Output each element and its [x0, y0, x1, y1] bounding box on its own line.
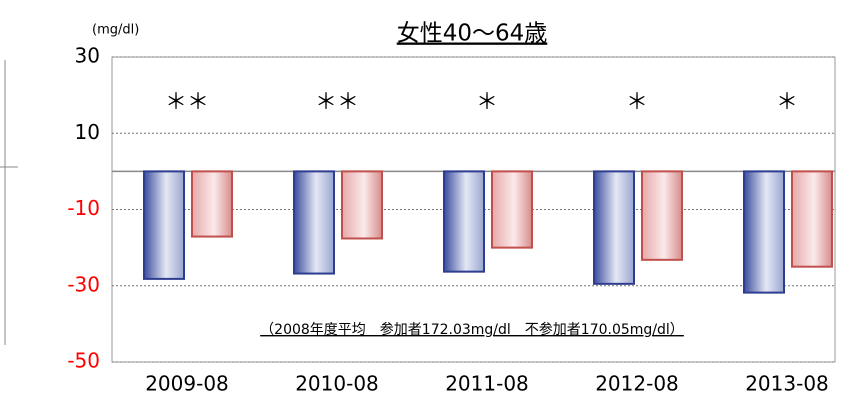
bar — [191, 170, 233, 238]
x-tick-label: 2013-08 — [745, 372, 829, 396]
bar — [641, 170, 683, 261]
unit-label: (mg/dl) — [92, 23, 139, 38]
bar — [491, 170, 533, 249]
bar — [143, 170, 185, 280]
x-tick-label: 2012-08 — [595, 372, 679, 396]
x-tick-label: 2011-08 — [445, 372, 529, 396]
note: （2008年度平均 参加者172.03mg/dl 不参加者170.05mg/dl… — [260, 321, 684, 338]
significance-mark: ＊ — [476, 90, 498, 115]
y-tick-label: -10 — [67, 196, 100, 220]
y-tick-label: -50 — [67, 349, 100, 373]
bar — [593, 170, 635, 285]
significance-mark: ＊＊ — [165, 90, 209, 115]
bar — [293, 170, 335, 275]
x-tick-label: 2009-08 — [145, 372, 229, 396]
significance-mark: ＊ — [776, 90, 798, 115]
bar — [791, 170, 833, 268]
y-tick-label: 30 — [75, 44, 100, 68]
y-tick-label: 10 — [75, 120, 100, 144]
significance-mark: ＊＊ — [315, 90, 359, 115]
bar — [443, 170, 485, 273]
y-tick-label: -30 — [67, 272, 100, 296]
x-tick-label: 2010-08 — [295, 372, 379, 396]
significance-mark: ＊ — [626, 90, 648, 115]
bar — [341, 170, 383, 240]
bar — [743, 170, 785, 294]
chart-title: 女性40～64歳 — [397, 21, 548, 47]
